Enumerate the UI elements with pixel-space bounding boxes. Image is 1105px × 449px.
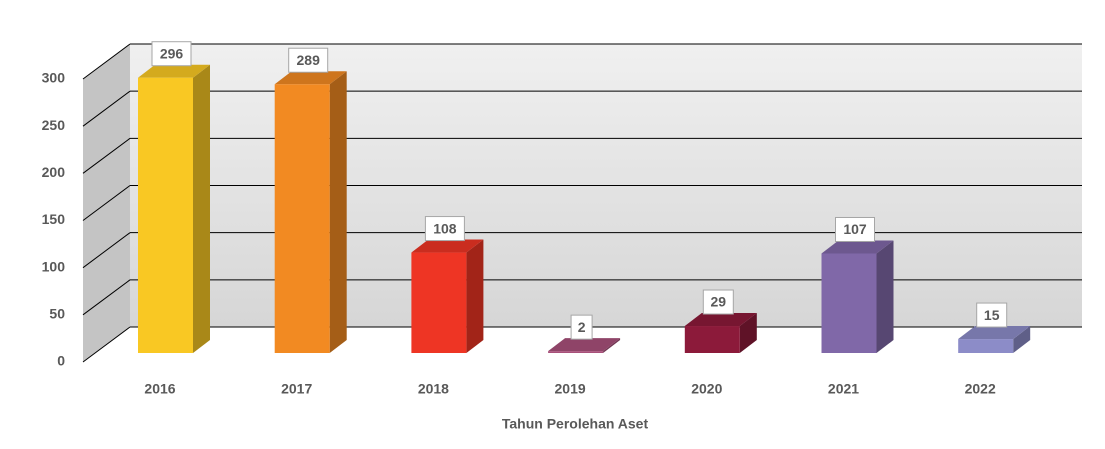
- x-tick-label: 2016: [144, 381, 175, 397]
- y-tick-label: 200: [42, 164, 66, 180]
- bar-top: [411, 239, 484, 253]
- grid-line: [82, 232, 131, 269]
- y-tick-label: 100: [42, 258, 66, 274]
- y-tick-label: 300: [42, 70, 66, 86]
- bar-side: [739, 313, 757, 353]
- value-label-box: [570, 314, 593, 340]
- y-tick-label: 0: [57, 353, 65, 369]
- bar-side: [329, 71, 347, 353]
- bar-top: [548, 338, 621, 352]
- value-label: 289: [297, 52, 321, 68]
- bar: [684, 326, 740, 353]
- bar: [821, 253, 877, 353]
- value-label: 29: [711, 294, 727, 310]
- bar-side: [603, 338, 621, 353]
- bar-top: [821, 240, 894, 254]
- bar-top: [958, 326, 1031, 340]
- bar-top: [138, 64, 210, 78]
- x-tick-label: 2019: [555, 381, 586, 397]
- grid-line: [82, 137, 131, 174]
- y-tick-label: 150: [42, 211, 66, 227]
- value-label: 107: [843, 221, 867, 237]
- grid-line: [82, 185, 131, 221]
- x-axis-title: Tahun Perolehan Aset: [502, 416, 649, 432]
- value-label: 296: [160, 45, 184, 61]
- value-label-box: [835, 216, 875, 242]
- value-label: 2: [578, 319, 586, 335]
- bar: [958, 339, 1014, 353]
- bar-side: [876, 240, 894, 353]
- bar-side: [193, 64, 210, 353]
- value-label-box: [424, 216, 465, 242]
- bar-side: [1013, 326, 1031, 353]
- bar-side: [466, 239, 484, 353]
- value-label-box: [702, 289, 734, 315]
- bar-top: [274, 71, 347, 85]
- value-label: 15: [984, 307, 1000, 323]
- grid-line: [82, 326, 131, 363]
- y-tick-label: 250: [42, 117, 66, 133]
- bar: [411, 252, 467, 353]
- x-tick-label: 2018: [418, 381, 449, 397]
- bar: [138, 77, 193, 353]
- value-label-box: [151, 41, 192, 67]
- x-tick-label: 2020: [691, 381, 722, 397]
- grid-line: [82, 279, 131, 316]
- x-tick-label: 2022: [965, 381, 996, 397]
- bar: [274, 84, 330, 353]
- value-label: 108: [433, 220, 457, 236]
- grid-line: [82, 43, 131, 80]
- x-tick-label: 2021: [828, 381, 859, 397]
- value-label-box: [976, 302, 1008, 328]
- y-tick-label: 50: [49, 306, 65, 322]
- bar: [548, 351, 604, 353]
- value-label-box: [288, 47, 329, 73]
- x-tick-label: 2017: [281, 381, 312, 397]
- grid-line: [82, 90, 131, 127]
- bar-top: [684, 313, 757, 327]
